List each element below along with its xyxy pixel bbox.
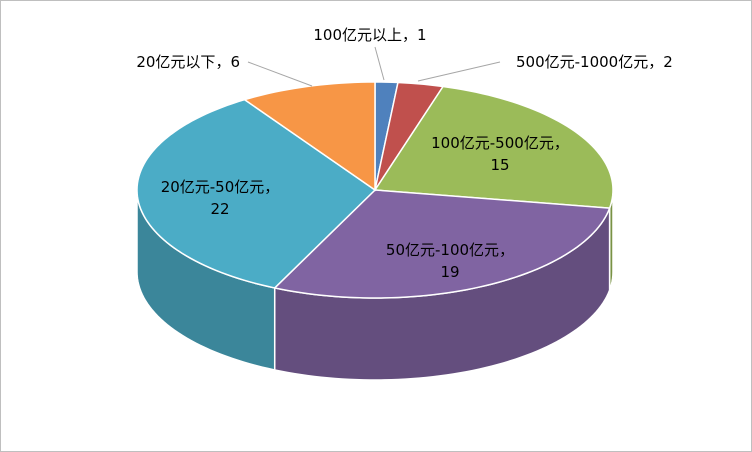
data-label: 100亿元以上，1	[313, 26, 426, 44]
data-label: 50亿元-100亿元，	[386, 241, 514, 259]
label-value: 19	[440, 263, 459, 281]
label-value: 6	[230, 53, 240, 71]
leader-line	[247, 61, 313, 87]
data-label: 15	[490, 156, 509, 174]
label-category: 100亿元以上	[313, 26, 402, 44]
data-label: 100亿元-500亿元，	[431, 134, 569, 152]
label-category: 20亿元-50亿元	[161, 178, 265, 196]
data-label: 20亿元-50亿元，	[161, 178, 280, 196]
slice	[242, 81, 376, 192]
data-label: 22	[210, 200, 229, 218]
label-value: 22	[210, 200, 229, 218]
slice	[273, 189, 611, 299]
label-separator: ，	[215, 53, 230, 71]
slice	[373, 85, 614, 209]
label-category: 20亿元以下	[136, 53, 215, 71]
leader-line	[417, 61, 501, 82]
label-separator: ，	[402, 26, 417, 44]
label-value: 1	[417, 26, 427, 44]
label-separator: ，	[554, 134, 569, 152]
slice	[136, 98, 377, 289]
label-separator: ，	[264, 178, 279, 196]
label-category: 500亿元-1000亿元	[516, 53, 648, 71]
data-label: 20亿元以下，6	[136, 53, 240, 71]
data-label: 19	[440, 263, 459, 281]
data-label: 500亿元-1000亿元，2	[516, 53, 673, 71]
leader-line	[374, 46, 385, 81]
label-category: 100亿元-500亿元	[431, 134, 554, 152]
label-value: 2	[663, 53, 673, 71]
label-separator: ，	[499, 241, 514, 259]
label-value: 15	[490, 156, 509, 174]
label-category: 50亿元-100亿元	[386, 241, 499, 259]
label-separator: ，	[648, 53, 663, 71]
